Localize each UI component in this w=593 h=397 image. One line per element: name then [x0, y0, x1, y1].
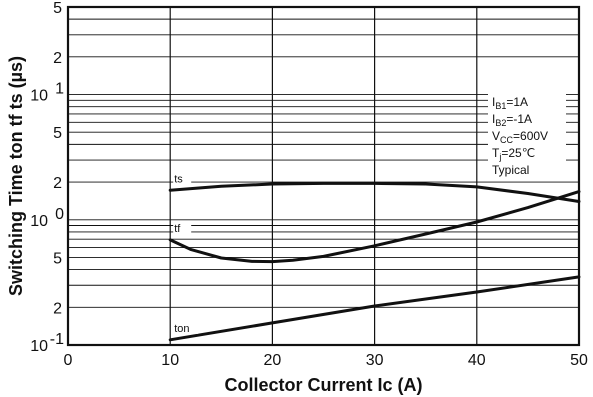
condition-line: Tj=25℃ — [492, 146, 535, 162]
series-line-ts — [168, 181, 581, 203]
series-line-tf — [168, 190, 581, 264]
y-tick-label: 2 — [53, 300, 62, 317]
x-tick-label: 50 — [570, 352, 588, 369]
series-label-bg — [173, 172, 192, 185]
x-axis-title: Collector Current Ic (A) — [224, 375, 422, 395]
series-label-ts: ts — [174, 173, 183, 185]
y-tick-label: 10 — [30, 88, 48, 105]
series-line-ton — [168, 275, 581, 342]
x-tick-label: 0 — [64, 352, 73, 369]
series-labels: ts tf ton — [173, 172, 199, 335]
y-axis-title: Switching Time ton tf ts (µs) — [6, 56, 26, 296]
condition-line: VCC=600V — [492, 129, 548, 145]
series-label-ton: ton — [174, 323, 189, 335]
y-tick-label: 10 — [30, 338, 48, 355]
conditions-bg — [488, 92, 566, 181]
condition-line: Typical — [492, 163, 529, 177]
series-label-bg — [173, 221, 192, 234]
condition-line: IB1=1A — [492, 95, 528, 111]
plot-frame — [66, 5, 581, 347]
y-tick-label: 2 — [53, 50, 62, 67]
series-label-bg — [173, 321, 199, 334]
y-tick-label: 2 — [53, 175, 62, 192]
x-tick-label: 20 — [264, 352, 282, 369]
y-tick-label: 5 — [53, 125, 62, 142]
x-tick-label: 30 — [366, 352, 384, 369]
y-tick-exponent: 0 — [55, 206, 64, 223]
y-tick-label: 5 — [53, 0, 62, 17]
x-tick-label: 10 — [161, 352, 179, 369]
y-tick-label: 10 — [30, 213, 48, 230]
y-tick-exponent: 1 — [55, 81, 64, 98]
x-tick-labels: 0 10 20 30 40 50 — [64, 352, 588, 369]
y-tick-exponent: -1 — [50, 331, 64, 348]
series-layer — [168, 181, 581, 342]
condition-line: IB2=-1A — [492, 112, 532, 128]
series-label-tf: tf — [174, 223, 181, 235]
y-tick-label: 5 — [53, 250, 62, 267]
x-tick-label: 40 — [468, 352, 486, 369]
